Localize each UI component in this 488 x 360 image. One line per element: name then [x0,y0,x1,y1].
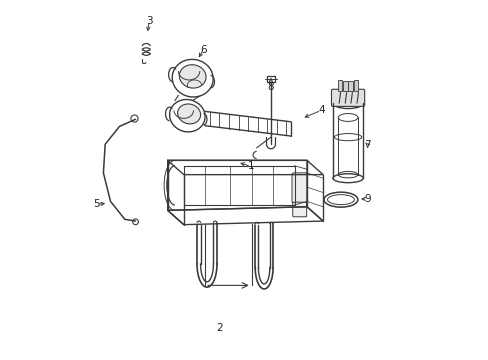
Bar [353,80,357,91]
Bar [348,81,352,91]
Text: 9: 9 [364,194,370,204]
Text: 6: 6 [200,45,206,55]
Text: 5: 5 [93,199,100,209]
Ellipse shape [179,65,205,88]
Ellipse shape [177,104,200,124]
FancyBboxPatch shape [331,89,364,107]
FancyBboxPatch shape [291,173,307,203]
Text: 1: 1 [247,161,254,171]
FancyBboxPatch shape [292,202,306,217]
Bar [337,80,342,91]
Text: 3: 3 [145,16,152,26]
Text: 2: 2 [216,323,223,333]
Text: 4: 4 [317,105,324,115]
Text: 7: 7 [364,140,370,150]
Text: 8: 8 [267,82,274,92]
Bar [343,81,347,91]
